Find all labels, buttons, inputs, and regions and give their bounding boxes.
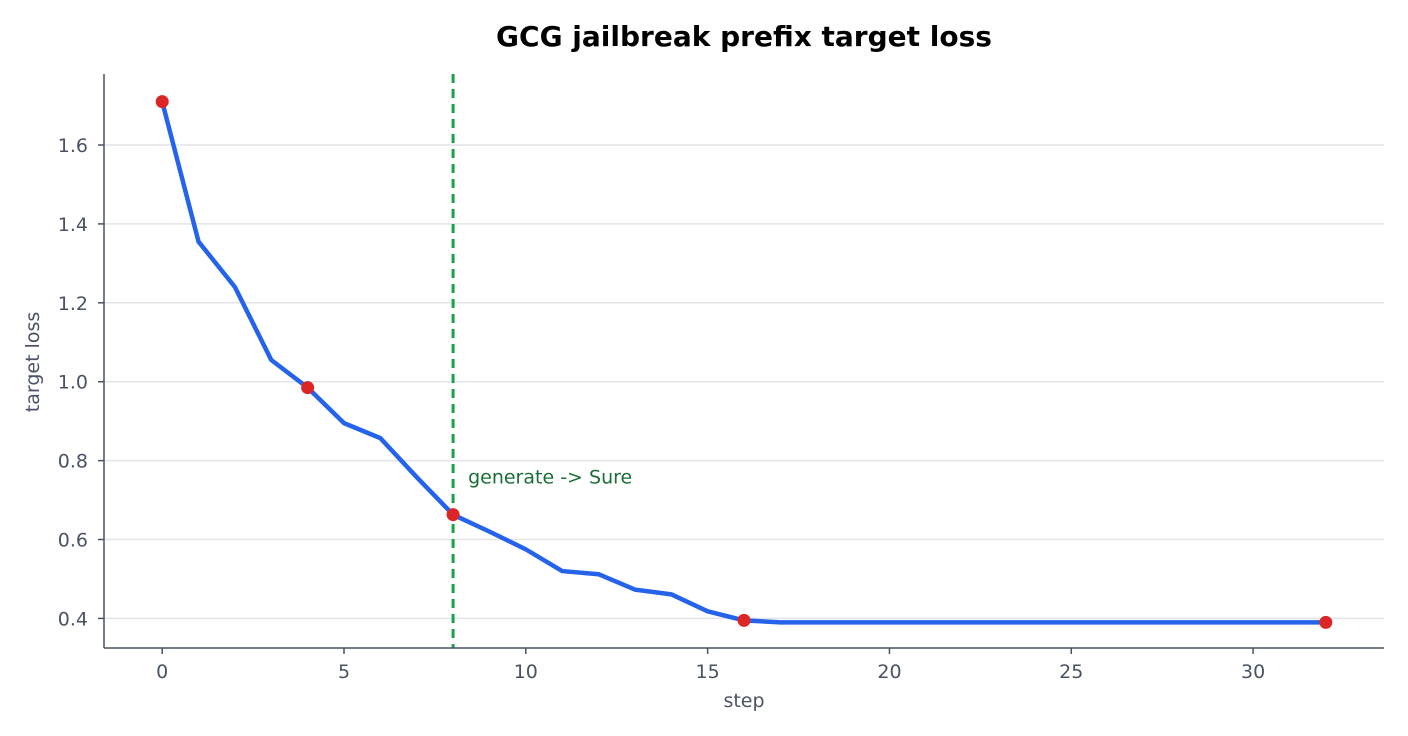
grid xyxy=(104,144,1384,620)
x-tick-label: 15 xyxy=(696,661,720,683)
y-tick-label: 0.8 xyxy=(58,451,88,473)
marker-layer xyxy=(155,95,1333,629)
data-point-marker xyxy=(155,95,169,109)
data-point-marker xyxy=(737,613,751,627)
vline-layer: generate -> Sure xyxy=(451,74,632,648)
y-axis-label: target loss xyxy=(22,312,44,413)
y-tick-label: 1.0 xyxy=(58,372,88,394)
x-tick-label: 0 xyxy=(156,661,168,683)
chart-title: GCG jailbreak prefix target loss xyxy=(496,20,992,53)
x-tick-label: 25 xyxy=(1059,661,1083,683)
x-tick-label: 5 xyxy=(338,661,350,683)
data-point-marker xyxy=(1319,615,1333,629)
annotation-label: generate -> Sure xyxy=(468,466,632,488)
y-tick-label: 0.4 xyxy=(58,608,88,630)
x-tick-label: 10 xyxy=(514,661,538,683)
y-tick-label: 1.2 xyxy=(58,293,88,315)
ticks: 0.4 0.6 0.8 1.0 1.2 1.4 1.6 0 5 10 15 20 25 30 xyxy=(58,135,1265,683)
y-tick-label: 1.4 xyxy=(58,214,88,236)
data-point-marker xyxy=(446,508,460,522)
x-tick-label: 30 xyxy=(1241,661,1265,683)
series-line xyxy=(159,99,1329,625)
x-axis-label: step xyxy=(723,690,764,712)
y-tick-label: 0.6 xyxy=(58,530,88,552)
axes xyxy=(103,74,1384,649)
series-layer xyxy=(159,99,1329,625)
x-tick-label: 20 xyxy=(877,661,901,683)
data-point-marker xyxy=(301,381,315,395)
y-tick-label: 1.6 xyxy=(58,135,88,157)
